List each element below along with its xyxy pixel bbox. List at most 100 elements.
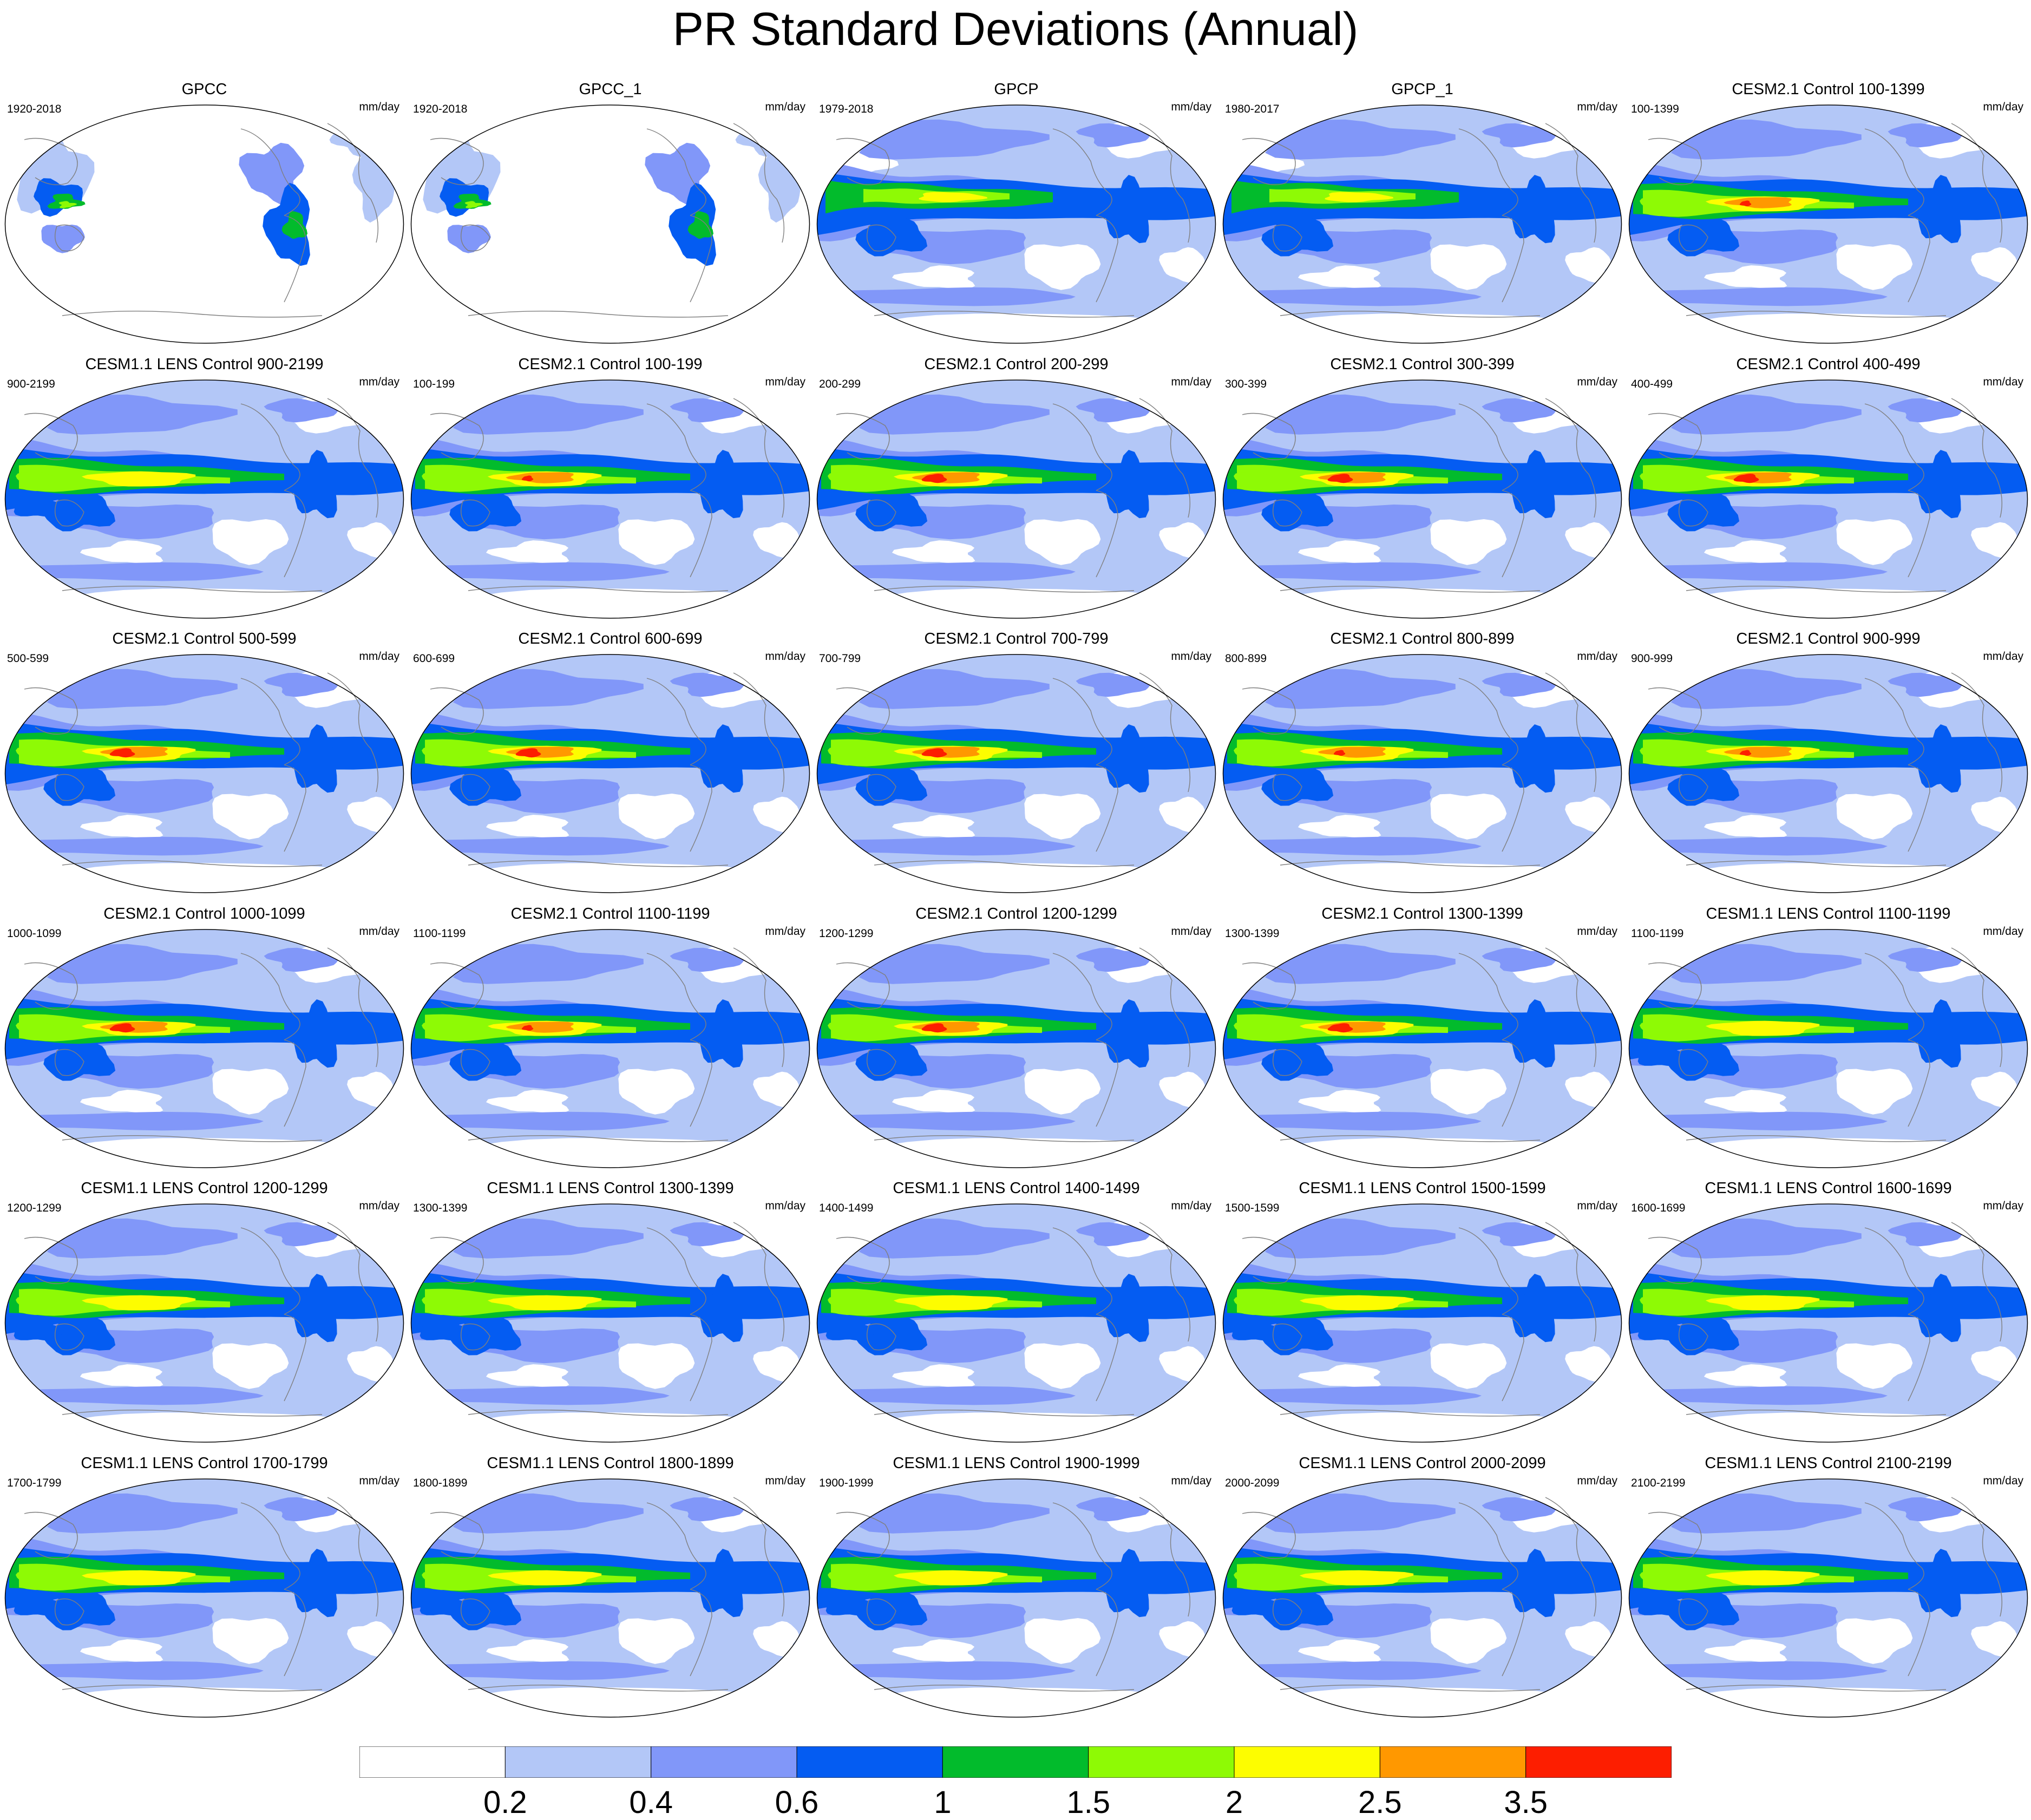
field-tropics: [1327, 1023, 1353, 1033]
coastline: [1273, 499, 1302, 527]
field-storm-track: [1661, 394, 1862, 435]
field-tropics: [1917, 724, 1961, 793]
coastline: [240, 128, 300, 216]
map-globe: [816, 1203, 1216, 1443]
coastlines: [1648, 947, 2002, 1142]
field-dry: [1836, 519, 1913, 565]
panel-units: mm/day: [765, 1475, 805, 1487]
map-panel: CESM1.1 LENS Control 1700-1799 1700-1799 m…: [3, 1454, 406, 1720]
coastline: [430, 1236, 484, 1285]
coastline: [1458, 128, 1518, 216]
field-tropics: [1739, 200, 1752, 207]
coastline: [874, 860, 1135, 867]
panel-period: 1600-1699: [1631, 1202, 1686, 1214]
field-dry: [486, 815, 569, 839]
coastline: [1139, 672, 1190, 793]
panel-units: mm/day: [1577, 376, 1617, 388]
map-panel: CESM2.1 Control 1200-1299 1200-1299 mm/day: [815, 905, 1218, 1171]
map-globe: [4, 929, 404, 1168]
map-outline: [816, 654, 1216, 893]
coastline: [1273, 1049, 1302, 1076]
coastline: [461, 1598, 490, 1626]
panel-period: 1300-1399: [1225, 927, 1280, 940]
coastline: [1864, 1502, 1924, 1590]
coastline: [24, 1511, 78, 1560]
coastline: [1864, 953, 1924, 1040]
field-dry: [15, 1412, 385, 1442]
field-tropics: [420, 1318, 470, 1341]
panel-period: 300-399: [1225, 378, 1267, 390]
map-outline: [1628, 1203, 2028, 1443]
colorbar-swatch: [651, 1746, 797, 1778]
colorbar-label: 0.6: [775, 1785, 819, 1820]
coastline: [1502, 215, 1524, 303]
field-dry: [347, 522, 393, 558]
field-dry: [618, 1618, 695, 1664]
map-outline: [1628, 104, 2028, 344]
panel-title: GPCC_1: [579, 81, 642, 98]
field-dry: [1298, 815, 1381, 839]
field-tropics: [1299, 1570, 1414, 1586]
map-outline: [1222, 929, 1622, 1168]
field-tropics: [515, 748, 541, 758]
map-panel: CESM1.1 LENS Control 1100-1199 1100-1199 m…: [1627, 905, 2030, 1171]
map-globe: [1628, 654, 2028, 893]
coastline: [327, 1222, 378, 1342]
field-storm-track: [37, 1493, 238, 1534]
coastline: [240, 953, 300, 1040]
coastline: [1502, 764, 1524, 852]
panel-units: mm/day: [765, 650, 805, 663]
coastline: [1242, 1511, 1296, 1560]
coastline: [1502, 1314, 1524, 1402]
coastline: [690, 215, 712, 303]
field-dry: [1639, 1687, 2009, 1717]
coastline: [1280, 310, 1541, 318]
panel-units: mm/day: [1983, 376, 2023, 388]
field-tropics: [1637, 1593, 1688, 1616]
map-outline: [4, 379, 404, 619]
field-tropics: [293, 1274, 337, 1343]
coastline: [690, 1314, 712, 1402]
field-dry: [827, 1412, 1197, 1442]
coastline: [836, 962, 890, 1010]
field-dry: [1233, 588, 1603, 618]
field-storm-track: [37, 944, 238, 984]
field-tropics: [1640, 1021, 1681, 1041]
panel-units: mm/day: [1577, 1200, 1617, 1212]
coastline: [461, 774, 490, 801]
panel-period: 100-1399: [1631, 103, 1679, 115]
coastline: [1679, 499, 1708, 527]
field-tropics: [422, 746, 463, 766]
field-tropics: [1640, 746, 1681, 766]
field-dry: [80, 540, 163, 564]
field-dry: [1430, 1618, 1507, 1664]
coastline: [327, 398, 378, 518]
field-tropics: [912, 747, 980, 758]
map-panel: CESM1.1 LENS Control 1800-1899 1800-1899 m…: [409, 1454, 812, 1720]
field-tropics: [16, 746, 57, 766]
panel-units: mm/day: [359, 101, 399, 113]
coastline: [1096, 1039, 1118, 1127]
panel-period: 200-299: [819, 378, 861, 390]
field-tropics: [828, 746, 869, 766]
field-tropics: [1739, 750, 1752, 756]
map-outline: [1222, 1203, 1622, 1443]
coastline: [867, 499, 896, 527]
panel-period: 1900-1999: [819, 1477, 874, 1489]
field-tropics: [1733, 474, 1759, 483]
panel-period: 1200-1299: [7, 1202, 62, 1214]
field-tropics: [293, 999, 337, 1068]
field-dry: [212, 794, 289, 840]
field-dry: [486, 540, 569, 564]
field-dry: [15, 588, 385, 618]
coastlines: [24, 398, 378, 593]
coastline: [1648, 413, 1702, 461]
field-dry: [1298, 265, 1381, 289]
panel-units: mm/day: [1983, 1475, 2023, 1487]
field-tropics: [1640, 1570, 1681, 1590]
field-dry: [80, 815, 163, 839]
panel-title: CESM1.1 LENS Control 1200-1299: [81, 1180, 328, 1197]
colorbar-label: 0.2: [483, 1785, 527, 1820]
field-dry: [892, 1639, 975, 1663]
coastline: [690, 1039, 712, 1127]
